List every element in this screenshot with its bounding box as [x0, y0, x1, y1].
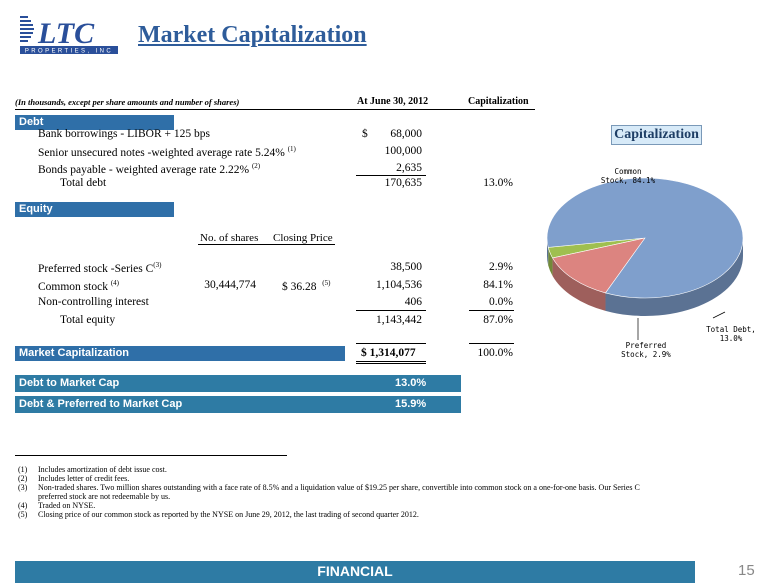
pie-side-total-debt — [552, 257, 606, 311]
equity-row-value: 38,500 — [390, 261, 422, 273]
header-rule — [15, 109, 535, 110]
equity-row-pct: 2.9% — [489, 261, 513, 273]
page-title: Market Capitalization — [138, 22, 367, 48]
leader-line-total-debt — [712, 311, 726, 319]
debt-row-label: Senior unsecured notes -weighted average… — [38, 145, 296, 159]
equity-row-label: Common stock (4) — [38, 279, 120, 293]
pie-label-common-stock: Common Stock, 84.1% — [600, 167, 656, 185]
pie-side-preferred-stock — [548, 247, 553, 276]
pie-slice-common-stock — [546, 177, 744, 299]
col-header-capitalization: Capitalization — [468, 96, 529, 107]
debt-row-value: 100,000 — [384, 145, 422, 157]
footnote: preferred stock are not redeemable by us… — [38, 492, 171, 501]
table-units-note: (In thousands, except per share amounts … — [15, 97, 240, 107]
pie-label-preferred-stock: Preferred Stock, 2.9% — [621, 341, 671, 359]
equity-row-label: Non-controlling interest — [38, 296, 149, 308]
logo-subtext: PROPERTIES, INC — [25, 49, 113, 55]
equity-row-price: $ 36.28 (5) — [282, 279, 331, 293]
footnote: (2) Includes letter of credit fees. — [18, 474, 130, 483]
market-cap-label: Market Capitalization — [15, 346, 345, 361]
pie-slice-total-debt — [552, 237, 646, 294]
equity-row-label: Preferred stock -Series C(3) — [38, 261, 162, 275]
market-cap-double-rule — [356, 361, 426, 362]
ratio-debt-preferred-to-market-cap: Debt & Preferred to Market Cap 15.9% — [15, 396, 461, 413]
logo-text: LTC — [37, 17, 95, 50]
equity-row-pct: 0.0% — [489, 296, 513, 308]
debt-row-value: 68,000 — [390, 128, 422, 140]
footnote: (1) Includes amortization of debt issue c… — [18, 465, 167, 474]
equity-subtotal-rule — [356, 310, 426, 311]
col-header-price: Closing Price — [273, 232, 333, 244]
equity-row-value: 406 — [404, 296, 422, 308]
equity-row-value: 1,104,536 — [376, 279, 422, 291]
equity-pct-rule — [469, 310, 514, 311]
equity-total-label: Total equity — [60, 314, 116, 326]
debt-row-value: 2,635 — [396, 162, 422, 174]
equity-total-value: 1,143,442 — [376, 314, 422, 326]
market-cap-pct-rule — [469, 343, 514, 344]
debt-row-dollar: $ — [362, 128, 368, 140]
equity-header-rule — [198, 244, 335, 245]
section-debt: Debt — [15, 115, 174, 130]
debt-subtotal-rule — [356, 175, 426, 176]
market-cap-rule — [356, 343, 426, 344]
debt-total-pct: 13.0% — [483, 177, 513, 189]
market-cap-double-rule — [356, 363, 426, 364]
pie-side-common-stock — [547, 238, 549, 266]
section-equity: Equity — [15, 202, 174, 217]
debt-row-label: Bank borrowings - LIBOR + 125 bps — [38, 128, 210, 140]
footnote: (3) Non-traded shares. Two million shares… — [18, 483, 640, 492]
footer-section-label: FINANCIAL — [317, 563, 393, 579]
equity-row-shares: 30,444,774 — [204, 279, 256, 291]
footnote-rule — [15, 455, 287, 456]
equity-total-pct: 87.0% — [483, 314, 513, 326]
page-number: 15 — [738, 562, 755, 579]
pie-side-common-stock — [605, 238, 743, 316]
debt-total-value: 170,635 — [384, 177, 422, 189]
col-header-shares: No. of shares — [200, 232, 259, 244]
ratio-debt-to-market-cap: Debt to Market Cap 13.0% — [15, 375, 461, 392]
equity-row-pct: 84.1% — [483, 279, 513, 291]
footnote: (5) Closing price of our common stock as … — [18, 510, 419, 519]
market-cap-value: $ 1,314,077 — [361, 347, 416, 359]
col-header-date: At June 30, 2012 — [357, 96, 429, 107]
pie-chart — [546, 177, 744, 340]
footnote: (4) Traded on NYSE. — [18, 501, 96, 510]
pie-label-total-debt: Total Debt, 13.0% — [706, 325, 756, 343]
footnotes: (1) Includes amortization of debt issue c… — [18, 465, 640, 519]
debt-total-label: Total debt — [60, 177, 107, 189]
debt-row-label: Bonds payable - weighted average rate 2.… — [38, 162, 261, 176]
market-cap-pct: 100.0% — [477, 347, 513, 359]
chart-title: Capitalization — [611, 125, 702, 145]
company-logo: LTC PROPERTIES, INC — [18, 14, 120, 56]
footer-bar — [15, 561, 695, 583]
